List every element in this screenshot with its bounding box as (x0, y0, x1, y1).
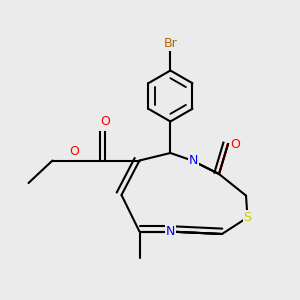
Text: O: O (231, 137, 240, 151)
Text: N: N (166, 225, 175, 238)
Text: O: O (69, 145, 79, 158)
Text: N: N (189, 154, 198, 167)
Text: S: S (244, 211, 251, 224)
Text: O: O (100, 115, 110, 128)
Text: Br: Br (164, 37, 177, 50)
